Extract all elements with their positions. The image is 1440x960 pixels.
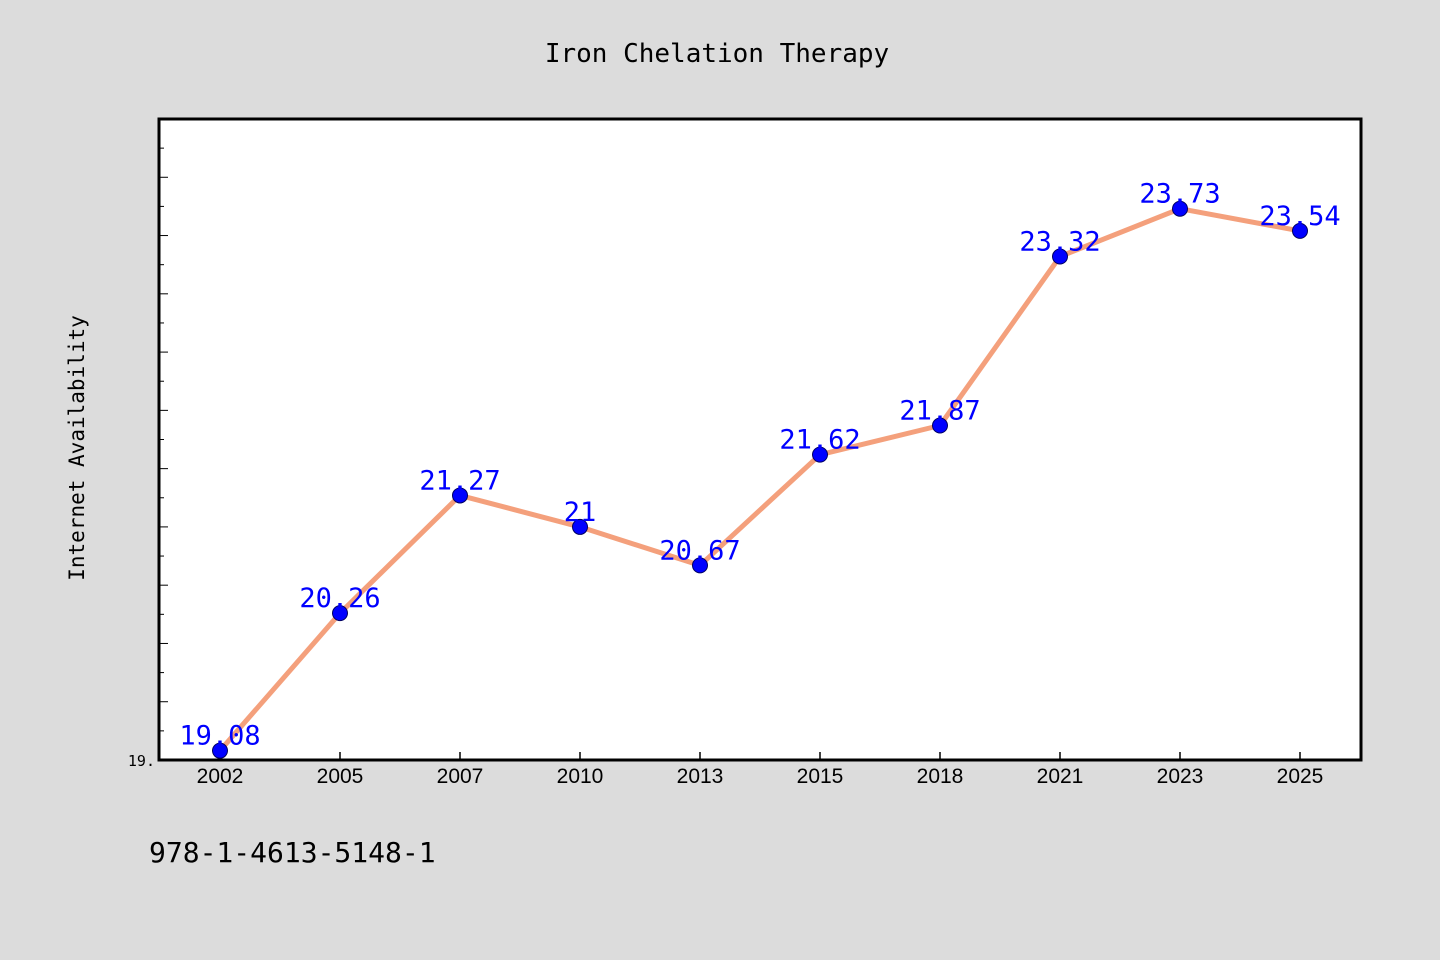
data-point — [332, 605, 348, 622]
data-point — [1292, 222, 1308, 239]
x-tick-label: 2013 — [677, 765, 724, 788]
data-label: 23.54 — [1259, 201, 1340, 232]
data-point — [212, 742, 228, 759]
x-axis-tick-labels: 2002 2005 2007 2010 2013 2015 2018 2021 2023 2025 — [197, 765, 1324, 788]
data-point — [1172, 200, 1188, 217]
chart-title: Iron Chelation Therapy — [545, 39, 889, 69]
data-markers — [212, 200, 1308, 759]
data-label: 19.08 — [179, 721, 260, 752]
data-label: 21.87 — [899, 396, 980, 427]
x-tick-label: 2025 — [1277, 765, 1324, 788]
data-label: 20.26 — [299, 583, 380, 614]
data-point — [812, 446, 828, 463]
y-axis-ticks — [159, 118, 168, 761]
data-point — [932, 417, 948, 434]
data-point — [572, 518, 588, 535]
data-labels: 19.08 20.26 21.27 21 20.67 21.62 21.87 23.32 23.… — [179, 179, 1340, 752]
data-label: 21 — [564, 497, 597, 528]
data-label: 21.27 — [419, 465, 500, 496]
plot-area — [157, 117, 1363, 762]
data-label: 23.73 — [1139, 179, 1220, 210]
x-tick-label: 2007 — [437, 765, 484, 788]
series-line — [217, 206, 1303, 754]
x-tick-label: 2010 — [557, 765, 604, 788]
x-tick-label: 2021 — [1037, 765, 1084, 788]
y-tick-label: 19. — [128, 752, 155, 770]
x-tick-label: 2002 — [197, 765, 244, 788]
data-point — [1052, 248, 1068, 265]
data-label: 21.62 — [779, 425, 860, 456]
isbn-label: 978-1-4613-5148-1 — [149, 836, 436, 869]
data-point — [452, 487, 468, 504]
y-axis-label: Internet Availability — [65, 315, 89, 581]
x-tick-label: 2023 — [1157, 765, 1204, 788]
x-tick-label: 2015 — [797, 765, 844, 788]
x-tick-label: 2018 — [917, 765, 964, 788]
data-point — [692, 557, 708, 574]
data-label: 20.67 — [659, 535, 740, 566]
data-label: 23.32 — [1019, 227, 1100, 258]
x-tick-label: 2005 — [317, 765, 364, 788]
